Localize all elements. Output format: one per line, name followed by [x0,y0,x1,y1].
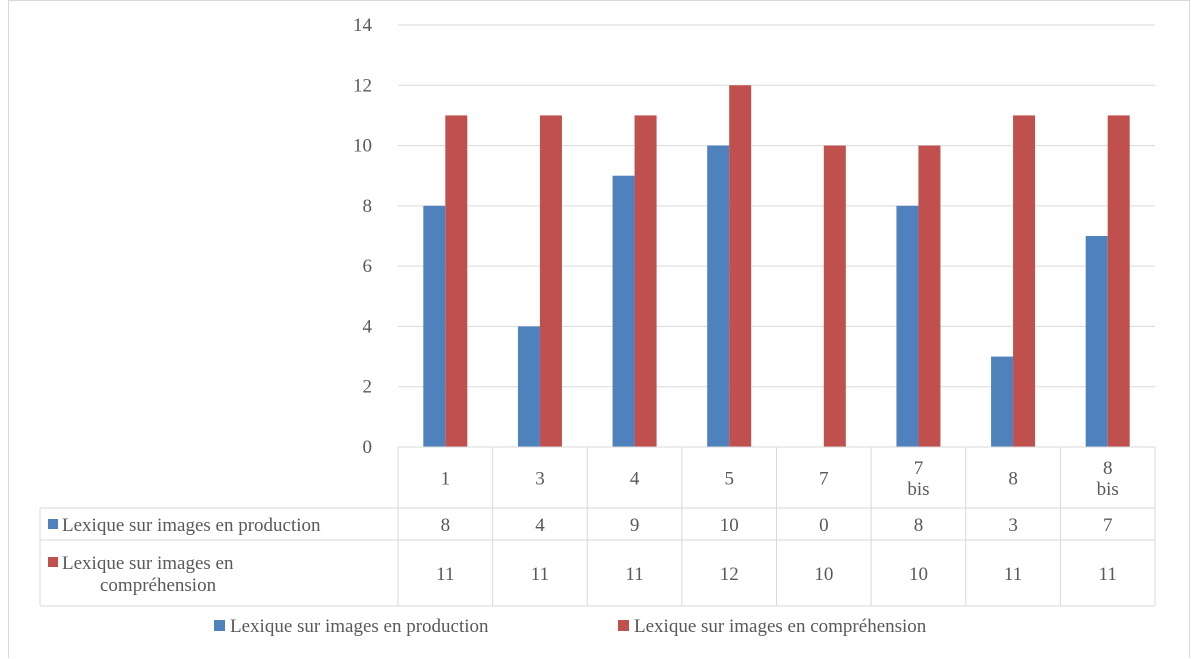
legend-key [214,620,225,631]
table-value: 3 [1008,515,1018,536]
bar [729,85,752,448]
table-value: 4 [535,515,545,536]
table-series-label: Lexique sur images en production [62,515,321,536]
chart-frame [8,0,1190,658]
table-value: 10 [814,564,833,585]
table-value: 10 [720,515,739,536]
table-value: 8 [441,515,451,536]
table-value: 0 [819,515,829,536]
bar [612,175,635,447]
table-value: 10 [909,564,928,585]
table-value: 8 [914,515,924,536]
bar [423,205,446,447]
legend-key [618,620,629,631]
y-tick-label: 0 [363,437,373,458]
x-tick-label: bis [907,479,929,500]
y-tick-label: 12 [353,75,372,96]
table-value: 11 [1004,564,1022,585]
bar [539,115,562,447]
table-value: 9 [630,515,640,536]
y-tick-label: 14 [353,15,373,36]
bar [1085,236,1108,447]
table-value: 7 [1103,515,1113,536]
legend-label: Lexique sur images en production [230,616,489,637]
x-tick-label: 7 [819,469,829,490]
table-legend-key [48,519,58,529]
bar [991,356,1014,447]
x-tick-label: 5 [724,469,734,490]
table-value: 11 [1099,564,1117,585]
bar [918,145,941,448]
table-value: 12 [720,564,739,585]
table-value: 11 [531,564,549,585]
bar [445,115,468,447]
bar [634,115,657,447]
y-tick-label: 10 [353,136,372,157]
bar [1107,115,1130,447]
table-value: 11 [625,564,643,585]
x-tick-label: bis [1097,479,1119,500]
table-legend-key [48,557,58,567]
table-value: 11 [436,564,454,585]
y-tick-label: 8 [363,196,373,217]
bar [517,326,540,447]
x-tick-label: 3 [535,469,545,490]
x-tick-label: 1 [441,469,451,490]
table-series-label: Lexique sur images en [62,553,234,574]
legend-label: Lexique sur images en compréhension [634,616,927,637]
x-tick-label: 8 [1103,458,1113,479]
table-series-label: compréhension [100,575,217,596]
bar [1013,115,1036,447]
bar [823,145,846,448]
bar [896,205,919,447]
bar [707,145,730,448]
x-tick-label: 7 [914,458,924,479]
x-tick-label: 8 [1008,469,1018,490]
y-tick-label: 2 [363,377,373,398]
y-tick-label: 4 [363,316,373,337]
y-tick-label: 6 [363,256,373,277]
x-tick-label: 4 [630,469,640,490]
